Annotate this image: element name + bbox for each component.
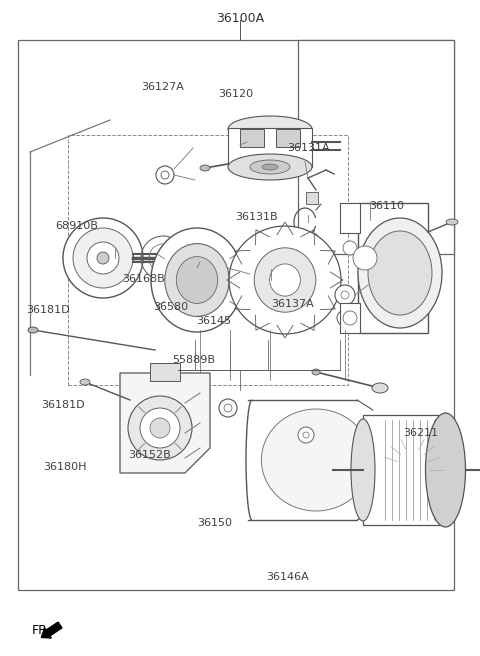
Ellipse shape <box>63 218 143 298</box>
Bar <box>150 363 180 381</box>
Text: 36580: 36580 <box>154 302 189 312</box>
Ellipse shape <box>368 231 432 315</box>
Ellipse shape <box>128 396 192 460</box>
Ellipse shape <box>446 219 458 225</box>
Text: 36100A: 36100A <box>216 12 264 25</box>
Ellipse shape <box>262 409 371 511</box>
Ellipse shape <box>335 285 355 305</box>
Bar <box>240 129 264 147</box>
Ellipse shape <box>73 228 133 288</box>
Ellipse shape <box>151 228 243 332</box>
Text: 36211: 36211 <box>403 428 438 438</box>
Ellipse shape <box>312 369 320 375</box>
Ellipse shape <box>254 248 316 312</box>
Ellipse shape <box>342 315 348 321</box>
Ellipse shape <box>372 383 388 393</box>
FancyArrow shape <box>41 622 62 638</box>
Text: 36137A: 36137A <box>271 299 314 310</box>
Text: 36150: 36150 <box>197 518 232 529</box>
Bar <box>276 129 300 147</box>
Ellipse shape <box>165 243 229 316</box>
Ellipse shape <box>425 413 466 527</box>
Ellipse shape <box>176 256 218 303</box>
Ellipse shape <box>224 404 232 412</box>
Ellipse shape <box>341 291 349 299</box>
Bar <box>363 415 445 525</box>
Bar <box>298 40 454 254</box>
Ellipse shape <box>97 252 109 264</box>
Ellipse shape <box>219 399 237 417</box>
Ellipse shape <box>337 310 353 326</box>
Text: 36131A: 36131A <box>287 142 330 153</box>
Text: 36168B: 36168B <box>122 274 165 285</box>
Ellipse shape <box>343 311 357 325</box>
Text: 36146A: 36146A <box>266 572 309 583</box>
Text: 36181D: 36181D <box>41 400 84 411</box>
Bar <box>68 135 348 385</box>
Ellipse shape <box>298 427 314 443</box>
Text: 36127A: 36127A <box>142 81 184 92</box>
Ellipse shape <box>161 171 169 179</box>
Ellipse shape <box>353 246 377 270</box>
Text: 36145: 36145 <box>196 316 231 327</box>
Text: 36181D: 36181D <box>26 304 70 315</box>
Bar <box>18 40 454 590</box>
Text: 36152B: 36152B <box>129 450 171 461</box>
Text: 55889B: 55889B <box>172 355 215 365</box>
Ellipse shape <box>351 419 375 521</box>
Bar <box>228 128 312 167</box>
Text: 36110: 36110 <box>370 201 405 211</box>
Ellipse shape <box>150 418 170 438</box>
Ellipse shape <box>80 379 90 385</box>
Ellipse shape <box>140 408 180 448</box>
Ellipse shape <box>28 327 38 333</box>
Ellipse shape <box>200 165 210 171</box>
Polygon shape <box>120 373 210 473</box>
Bar <box>340 303 360 333</box>
Ellipse shape <box>229 226 341 334</box>
Bar <box>340 203 360 233</box>
Ellipse shape <box>303 432 309 438</box>
Ellipse shape <box>270 264 300 296</box>
Ellipse shape <box>358 218 442 328</box>
Text: 68910B: 68910B <box>55 221 98 232</box>
Ellipse shape <box>250 160 290 174</box>
Bar <box>358 203 428 333</box>
Ellipse shape <box>87 242 119 274</box>
Ellipse shape <box>156 166 174 184</box>
Text: 36120: 36120 <box>218 89 253 100</box>
Ellipse shape <box>262 164 278 170</box>
Text: 36131B: 36131B <box>235 212 278 222</box>
Ellipse shape <box>343 241 357 255</box>
Text: 36180H: 36180H <box>43 462 87 472</box>
Text: FR.: FR. <box>32 623 51 636</box>
Ellipse shape <box>228 116 312 142</box>
Ellipse shape <box>228 154 312 180</box>
Bar <box>306 192 318 204</box>
